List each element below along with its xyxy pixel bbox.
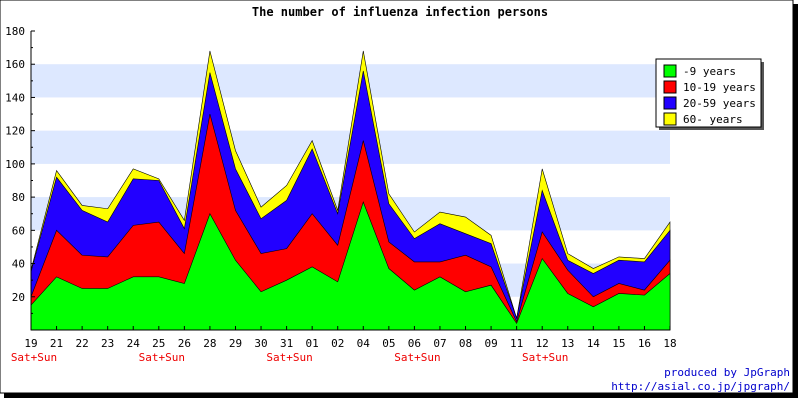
weekend-label: Sat+Sun (394, 351, 440, 364)
legend-items: -9 years 10-19 years 20-59 years 60- years (663, 64, 756, 126)
x-tick-label: 14 (587, 337, 601, 350)
y-tick-label: 140 (5, 91, 25, 104)
x-tick-label: 16 (638, 337, 651, 350)
legend-label: 60- years (683, 113, 743, 126)
legend-swatch (663, 96, 677, 110)
x-tick-label: 09 (484, 337, 497, 350)
area-9-years (30, 201, 671, 331)
x-tick-label: 15 (612, 337, 625, 350)
x-tick-label: 05 (382, 337, 395, 350)
area-series (30, 50, 671, 331)
legend: -9 years 10-19 years 20-59 years 60- years (655, 58, 764, 130)
x-tick-label: 12 (536, 337, 549, 350)
x-tick-label: 26 (178, 337, 191, 350)
x-tick-label: 21 (50, 337, 63, 350)
legend-swatch (663, 80, 677, 94)
weekend-label: Sat+Sun (266, 351, 312, 364)
x-tick-label: 02 (331, 337, 344, 350)
x-tick-label: 01 (306, 337, 319, 350)
x-tick-label: 04 (357, 337, 371, 350)
y-tick-label: 180 (5, 25, 25, 38)
grid-band (31, 64, 670, 98)
y-tick-label: 120 (5, 125, 25, 138)
legend-label: 20-59 years (683, 97, 756, 110)
plot-band (31, 97, 670, 131)
y-tick-label: 20 (12, 291, 25, 304)
weekend-label: Sat+Sun (139, 351, 185, 364)
y-axis-ticks: 20 40 60 80 100 120 140 160 180 (5, 25, 35, 314)
y-tick-label: 40 (12, 258, 25, 271)
plot-band (31, 31, 670, 65)
legend-label: 10-19 years (683, 81, 756, 94)
y-tick-label: 60 (12, 224, 25, 237)
y-tick-label: 100 (5, 158, 25, 171)
x-tick-label: 13 (561, 337, 574, 350)
x-tick-label: 07 (433, 337, 446, 350)
y-tick-label: 160 (5, 58, 25, 71)
y-tick-label: 80 (12, 191, 25, 204)
x-tick-label: 22 (75, 337, 88, 350)
legend-swatch (663, 64, 677, 78)
x-tick-label: 30 (254, 337, 267, 350)
legend-label: -9 years (683, 65, 736, 78)
credit-line-2: http://asial.co.jp/jpgraph/ (611, 380, 790, 393)
x-tick-label: 11 (510, 337, 523, 350)
x-tick-label: 08 (459, 337, 472, 350)
x-tick-label: 31 (280, 337, 293, 350)
credit-line-1: produced by JpGraph (664, 366, 790, 379)
x-tick-label: 19 (24, 337, 37, 350)
x-axis-ticks: 19 21 22 23 24 25 26 28 29 30 31 01 02 04 05 06 07 08 09 11… (24, 326, 677, 350)
weekend-label: Sat+Sun (522, 351, 568, 364)
x-tick-label: 28 (203, 337, 216, 350)
x-tick-label: 23 (101, 337, 114, 350)
legend-swatch (663, 112, 677, 126)
weekend-labels: Sat+Sun Sat+Sun Sat+Sun Sat+Sun Sat+Sun (11, 351, 569, 364)
x-tick-label: 18 (663, 337, 676, 350)
x-tick-label: 24 (127, 337, 141, 350)
weekend-label: Sat+Sun (11, 351, 57, 364)
x-tick-label: 29 (229, 337, 242, 350)
x-tick-label: 06 (408, 337, 421, 350)
chart-title: The number of influenza infection person… (252, 5, 548, 19)
x-tick-label: 25 (152, 337, 165, 350)
